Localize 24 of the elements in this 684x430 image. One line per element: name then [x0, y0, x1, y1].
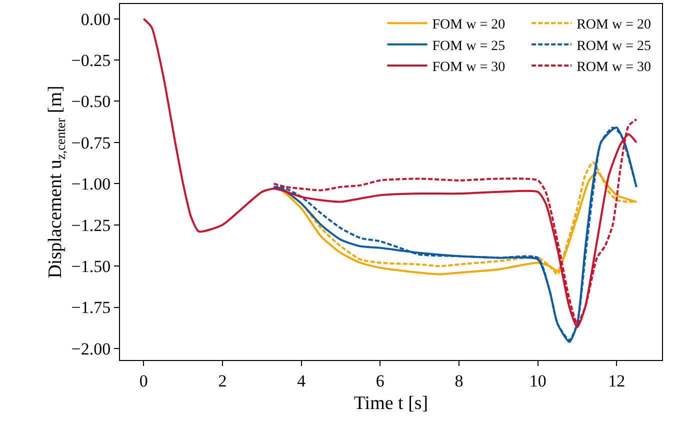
y-tick-label: −1.50: [71, 257, 111, 276]
y-tick-label: −0.25: [71, 50, 111, 70]
legend-label: ROM w = 20: [576, 18, 651, 33]
y-tick-label: −0.50: [71, 92, 111, 112]
x-axis-title: Time t [s]: [354, 393, 428, 414]
legend-label: FOM w = 25: [432, 38, 506, 54]
x-tick-label: 12: [608, 371, 626, 390]
legend-label: ROM w = 30: [576, 60, 651, 76]
y-tick-label: −2.00: [71, 339, 111, 358]
x-tick-label: 2: [218, 371, 227, 390]
x-tick-label: 6: [376, 371, 384, 390]
x-tick-label: 10: [529, 371, 546, 390]
y-tick-label: −1.00: [71, 174, 111, 194]
x-tick-label: 4: [297, 371, 306, 390]
x-tick-label: 0: [139, 371, 148, 390]
legend-label: FOM w = 30: [432, 60, 506, 76]
y-tick-label: −0.75: [71, 133, 111, 152]
x-tick-label: 8: [454, 371, 464, 390]
line-series: [142, 18, 638, 328]
y-tick-label: −1.25: [71, 216, 111, 235]
legend-label: FOM w = 20: [432, 18, 506, 33]
y-tick-label: −1.75: [71, 298, 111, 318]
legend-label: ROM w = 25: [576, 38, 651, 54]
y-tick-label: 0.00: [80, 10, 111, 29]
